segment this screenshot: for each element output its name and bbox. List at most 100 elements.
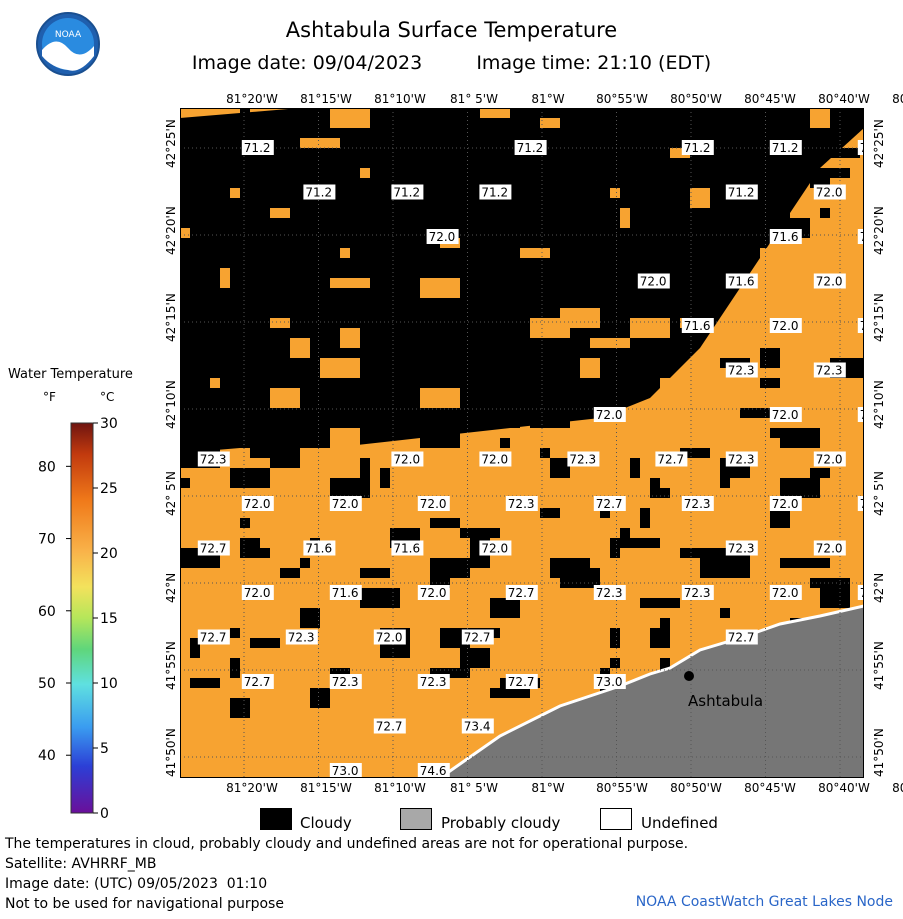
- cloud-patch: [680, 548, 710, 558]
- temp-label-box: [637, 273, 670, 289]
- longitude-label: 81°15'W: [300, 92, 352, 106]
- cloud-patch: [270, 258, 300, 268]
- cloud-patch: [820, 588, 850, 608]
- cloud-patch: [780, 558, 820, 568]
- temp-label: 71.2: [772, 141, 799, 155]
- navigation-disclaimer: Not to be used for navigational purpose: [5, 896, 284, 912]
- cloud-patch: [210, 378, 220, 388]
- cloud-patch: [450, 338, 490, 348]
- temp-label-box: [813, 362, 846, 378]
- temp-label-box: [593, 407, 626, 422]
- temp-label: 72.0: [772, 319, 799, 333]
- cloud-patch: [670, 448, 710, 458]
- temp-label-box: [479, 184, 512, 200]
- noaa-logo: NOAA: [36, 12, 100, 80]
- temp-label-box: [241, 140, 274, 155]
- c-tick-label: 25: [100, 481, 118, 497]
- temp-label-box: [857, 407, 864, 422]
- temp-label: 73.0: [332, 764, 359, 778]
- temp-label: 72.0: [816, 453, 843, 467]
- cloud-patch: [290, 338, 310, 358]
- temp-label-box: [417, 496, 450, 511]
- temp-label: 72.3: [816, 364, 843, 378]
- temp-label: 71.6: [772, 230, 799, 244]
- cloud-patch: [330, 208, 360, 218]
- temp-label-box: [197, 629, 230, 645]
- latitude-label: 42°20'N: [872, 206, 886, 255]
- longitude-label: 80°40'W: [818, 92, 870, 106]
- cloud-patch: [560, 388, 570, 408]
- temp-label: 72.0: [332, 497, 359, 511]
- longitude-label: 80°35'W: [892, 781, 903, 795]
- cloud-patch: [360, 588, 400, 608]
- map-frame: [180, 108, 864, 778]
- latitude-label: 42°10'N: [164, 380, 178, 429]
- temp-label: 72.7: [508, 586, 535, 600]
- cloud-patch: [560, 568, 590, 578]
- cloud-patch: [300, 138, 340, 148]
- temp-label-box: [505, 585, 538, 600]
- temp-label: 72.7: [657, 453, 684, 467]
- cloud-patch: [270, 388, 300, 408]
- cloud-patch: [180, 118, 190, 138]
- cloud-patch: [680, 388, 710, 398]
- cloud-patch: [360, 168, 370, 178]
- cloud-patch: [290, 108, 330, 128]
- cloud-patch: [480, 108, 510, 118]
- cloud-patch: [330, 668, 350, 678]
- temp-label-box: [725, 362, 758, 378]
- longitude-label: 80°50'W: [670, 781, 722, 795]
- temp-label-box: [813, 540, 846, 556]
- temp-label: 72.3: [684, 497, 711, 511]
- temp-label-box: [813, 184, 846, 200]
- temp-label-box: [329, 496, 362, 511]
- cloud-patch: [270, 248, 300, 258]
- latitude-label: 42°20'N: [164, 206, 178, 255]
- cloud-patch: [230, 658, 240, 678]
- longitude-label: 80°35'W: [892, 92, 903, 106]
- temp-label-box: [373, 629, 406, 645]
- temp-label: 72.7: [464, 631, 491, 645]
- cloud-patch: [240, 368, 260, 378]
- temp-label-box: [769, 140, 802, 155]
- temp-label: 71.6: [393, 542, 420, 556]
- page-title: Ashtabula Surface Temperature: [285, 18, 618, 42]
- temp-label: 72.7: [508, 675, 535, 689]
- temp-label-box: [391, 540, 424, 556]
- temp-label: 72.0: [429, 230, 456, 244]
- temp-label: 72.0: [596, 408, 623, 422]
- cloud-patch: [430, 558, 470, 578]
- c-tick-label: 15: [100, 611, 118, 627]
- temp-label: 72: [860, 230, 864, 244]
- cloud-patch: [540, 118, 560, 128]
- cloud-patch: [340, 248, 350, 258]
- temp-label: 72.3: [288, 631, 315, 645]
- temp-label: 71.2: [684, 141, 711, 155]
- c-tick-label: 5: [100, 741, 109, 757]
- cloud-patch: [270, 278, 280, 288]
- cloud-patch: [320, 358, 360, 378]
- cloud-patch: [640, 598, 680, 608]
- temp-label-box: [725, 184, 758, 200]
- latitude-label: 42°10'N: [872, 380, 886, 429]
- cloud-patch: [590, 338, 630, 348]
- latitude-label: 41°50'N: [164, 728, 178, 777]
- temp-label-box: [197, 540, 230, 556]
- ashtabula-marker: [684, 671, 694, 681]
- temp-label-box: [461, 629, 494, 645]
- cloud-patch: [180, 178, 200, 198]
- cloud-patch: [230, 468, 270, 488]
- temp-label-box: [681, 140, 714, 155]
- utc-image-date: Image date: (UTC) 09/05/2023 01:10: [5, 876, 268, 892]
- longitude-label: 81°W: [531, 92, 565, 106]
- cloud-patch: [330, 478, 370, 498]
- c-tick-label: 30: [100, 416, 118, 432]
- cloud-patch: [250, 368, 290, 378]
- cloud-patch: [600, 238, 640, 248]
- cloud-patch: [190, 308, 200, 328]
- cloud-patch: [270, 318, 290, 328]
- longitude-label: 81°20'W: [226, 781, 278, 795]
- temp-label: 72.0: [244, 586, 271, 600]
- cloud-patch: [820, 258, 830, 278]
